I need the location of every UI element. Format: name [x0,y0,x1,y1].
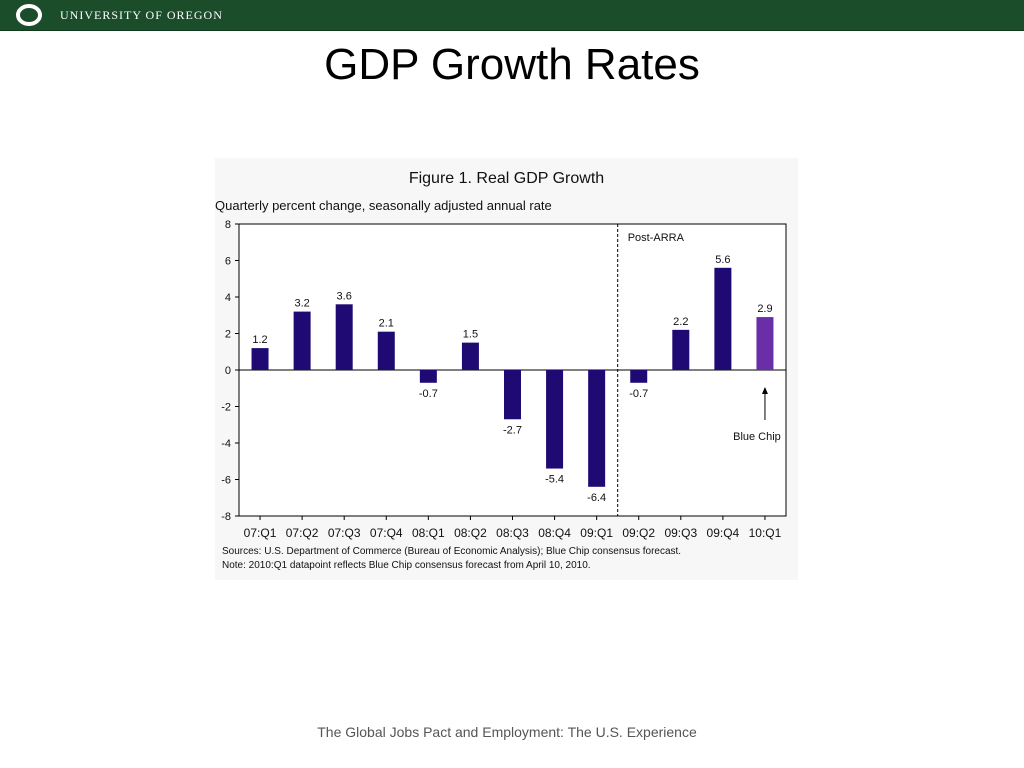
data-label: 1.2 [252,334,267,346]
data-label: -2.7 [503,424,522,436]
x-tick-label: 09:Q1 [580,526,613,540]
bar [756,317,774,370]
bar [293,311,311,370]
bar [419,370,437,383]
x-tick-label: 10:Q1 [749,526,782,540]
bar [504,370,521,420]
x-tick-label: 08:Q3 [496,526,529,540]
y-tick-label: 6 [225,256,231,268]
chart-subtitle: Quarterly percent change, seasonally adj… [215,198,552,213]
x-tick-label: 07:Q3 [328,526,361,540]
y-tick-label: 8 [225,219,231,231]
x-tick-label: 07:Q4 [370,526,403,540]
bar [672,329,690,370]
data-label: 3.6 [337,290,352,302]
divider-label: Post-ARRA [628,232,685,244]
data-label: 5.6 [715,254,730,266]
chart-svg: 8 6 4 2 0 -2 -4 -6 -8 Post-ARRA 1.2 07:Q1 3.2 07:Q2 3.… [221,219,787,540]
x-tick-label: 08:Q4 [538,526,571,540]
data-label: -0.7 [629,388,648,400]
data-label: 3.2 [294,298,309,310]
x-tick-label: 08:Q2 [454,526,487,540]
chart-title: Figure 1. Real GDP Growth [408,170,605,187]
x-tick-label: 09:Q4 [707,526,740,540]
annotation-arrow-head [761,387,768,394]
y-tick-label: 4 [225,292,231,304]
y-tick-label: -4 [221,438,231,450]
x-tick-label: 09:Q2 [622,526,655,540]
x-tick-label: 09:Q3 [664,526,697,540]
y-tick-label: -6 [221,475,231,487]
bar [588,370,606,487]
chart-figure: Figure 1. Real GDP Growth Quarterly perc… [215,158,798,580]
y-tick-label: -8 [221,511,231,523]
x-tick-label: 07:Q2 [286,526,319,540]
bar [377,331,395,370]
data-label: 2.2 [673,316,688,328]
y-tick-label: 2 [225,329,231,341]
slide-title: GDP Growth Rates [324,40,700,89]
chart-note: Note: 2010:Q1 datapoint reflects Blue Ch… [222,560,591,571]
bar [714,267,732,370]
x-tick-label: 07:Q1 [244,526,277,540]
x-tick-label: 08:Q1 [412,526,445,540]
bar [335,304,353,370]
annotation-label: Blue Chip [733,431,781,443]
bar [251,348,269,370]
bar [546,370,564,469]
bar [461,342,479,370]
university-name: UNIVERSITY OF OREGON [60,8,223,22]
data-label: -5.4 [545,474,564,486]
data-label: -0.7 [419,388,438,400]
bar [630,370,648,383]
y-tick-label: 0 [225,365,231,377]
data-label: 2.1 [379,318,394,330]
data-label: 2.9 [757,303,772,315]
y-tick-label: -2 [221,402,231,414]
slide-footer: The Global Jobs Pact and Employment: The… [317,724,697,740]
o-logo-icon [16,4,42,26]
chart-source-note: Sources: U.S. Department of Commerce (Bu… [222,546,682,557]
data-label: 1.5 [463,329,478,341]
header-bar: UNIVERSITY OF OREGON [0,0,1024,31]
data-label: -6.4 [587,492,606,504]
